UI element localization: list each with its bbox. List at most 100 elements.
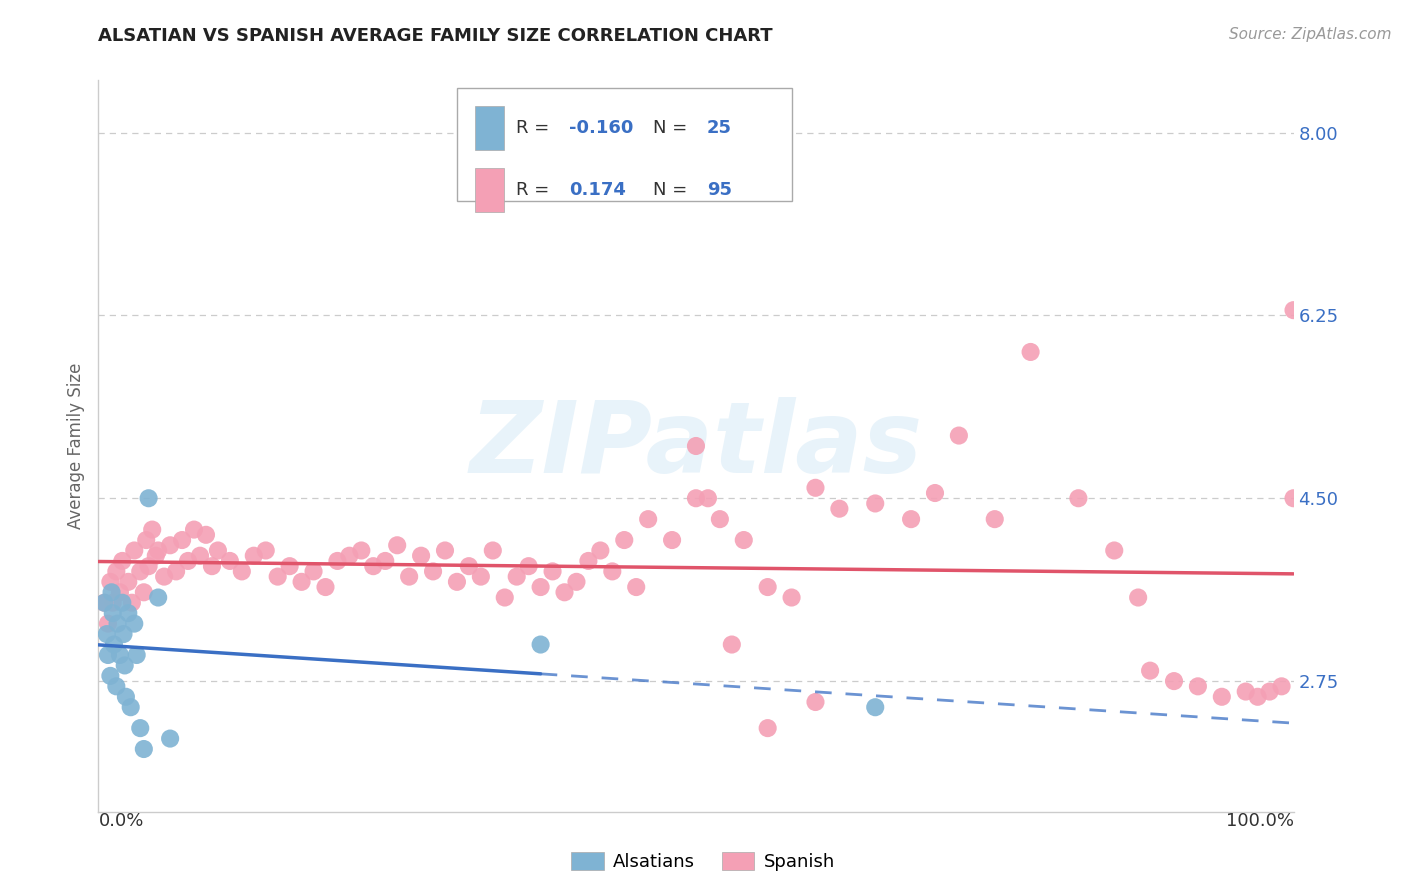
Point — [433, 543, 456, 558]
Point — [637, 512, 659, 526]
Point — [194, 528, 218, 542]
Point — [201, 559, 224, 574]
Point — [984, 512, 1007, 526]
Text: R =: R = — [516, 181, 560, 199]
Point — [115, 690, 138, 704]
Text: Source: ZipAtlas.com: Source: ZipAtlas.com — [1229, 27, 1392, 42]
Point — [107, 616, 129, 631]
Point — [125, 648, 148, 662]
Point — [756, 721, 779, 735]
Point — [105, 679, 128, 693]
Point — [697, 491, 720, 506]
Bar — [475, 106, 503, 150]
Point — [576, 554, 599, 568]
Point — [804, 695, 827, 709]
Bar — [475, 168, 503, 212]
Point — [254, 543, 277, 558]
Point — [132, 742, 155, 756]
Point — [98, 574, 122, 589]
Point — [863, 700, 887, 714]
Point — [100, 585, 122, 599]
Point — [780, 591, 803, 605]
Point — [243, 549, 266, 563]
Point — [93, 596, 115, 610]
Point — [506, 569, 529, 583]
Point — [231, 565, 253, 579]
Point — [529, 580, 551, 594]
Point — [97, 616, 120, 631]
Point — [422, 565, 444, 579]
Point — [685, 439, 707, 453]
Point — [165, 565, 187, 579]
Point — [117, 606, 139, 620]
Point — [458, 559, 481, 574]
Point — [517, 559, 540, 574]
Point — [733, 533, 755, 547]
Text: N =: N = — [652, 119, 693, 136]
Point — [565, 574, 588, 589]
Point — [411, 549, 433, 563]
Point — [685, 491, 707, 506]
Point — [470, 569, 492, 583]
Point — [529, 638, 551, 652]
Point — [339, 549, 360, 563]
Point — [105, 565, 128, 579]
Point — [1211, 690, 1233, 704]
Point — [350, 543, 373, 558]
Point — [97, 648, 120, 662]
Point — [721, 638, 744, 652]
Point — [141, 523, 163, 537]
Point — [96, 627, 118, 641]
Point — [756, 580, 779, 594]
Point — [828, 501, 851, 516]
Text: 25: 25 — [707, 119, 731, 136]
Point — [1139, 664, 1161, 678]
Point — [900, 512, 922, 526]
Point — [129, 565, 152, 579]
Point — [120, 700, 142, 714]
Point — [1128, 591, 1150, 605]
Point — [108, 585, 131, 599]
Point — [219, 554, 242, 568]
Point — [278, 559, 301, 574]
Point — [626, 580, 648, 594]
Point — [709, 512, 731, 526]
Point — [1187, 679, 1209, 693]
Point — [177, 554, 200, 568]
Point — [172, 533, 194, 547]
Point — [148, 591, 170, 605]
Text: ZIPatlas: ZIPatlas — [470, 398, 922, 494]
Point — [1258, 684, 1281, 698]
Point — [267, 569, 290, 583]
Point — [138, 559, 160, 574]
Point — [124, 616, 146, 631]
Text: 0.174: 0.174 — [569, 181, 626, 199]
Point — [103, 638, 125, 652]
Point — [111, 554, 134, 568]
Point — [948, 428, 970, 442]
Point — [1163, 674, 1185, 689]
Point — [291, 574, 314, 589]
Point — [1067, 491, 1090, 506]
Point — [135, 533, 157, 547]
Point — [145, 549, 167, 563]
Point — [153, 569, 176, 583]
Point — [1234, 684, 1257, 698]
Point — [446, 574, 468, 589]
Point — [108, 648, 131, 662]
Point — [385, 538, 409, 552]
Point — [863, 496, 887, 510]
Point — [661, 533, 683, 547]
Point — [554, 585, 576, 599]
Point — [129, 721, 152, 735]
Legend: Alsatians, Spanish: Alsatians, Spanish — [564, 845, 842, 879]
Text: N =: N = — [652, 181, 693, 199]
Point — [101, 596, 124, 610]
Point — [315, 580, 337, 594]
Point — [363, 559, 385, 574]
Point — [1282, 303, 1305, 318]
Point — [159, 538, 181, 552]
Point — [804, 481, 827, 495]
Point — [374, 554, 396, 568]
Point — [188, 549, 211, 563]
